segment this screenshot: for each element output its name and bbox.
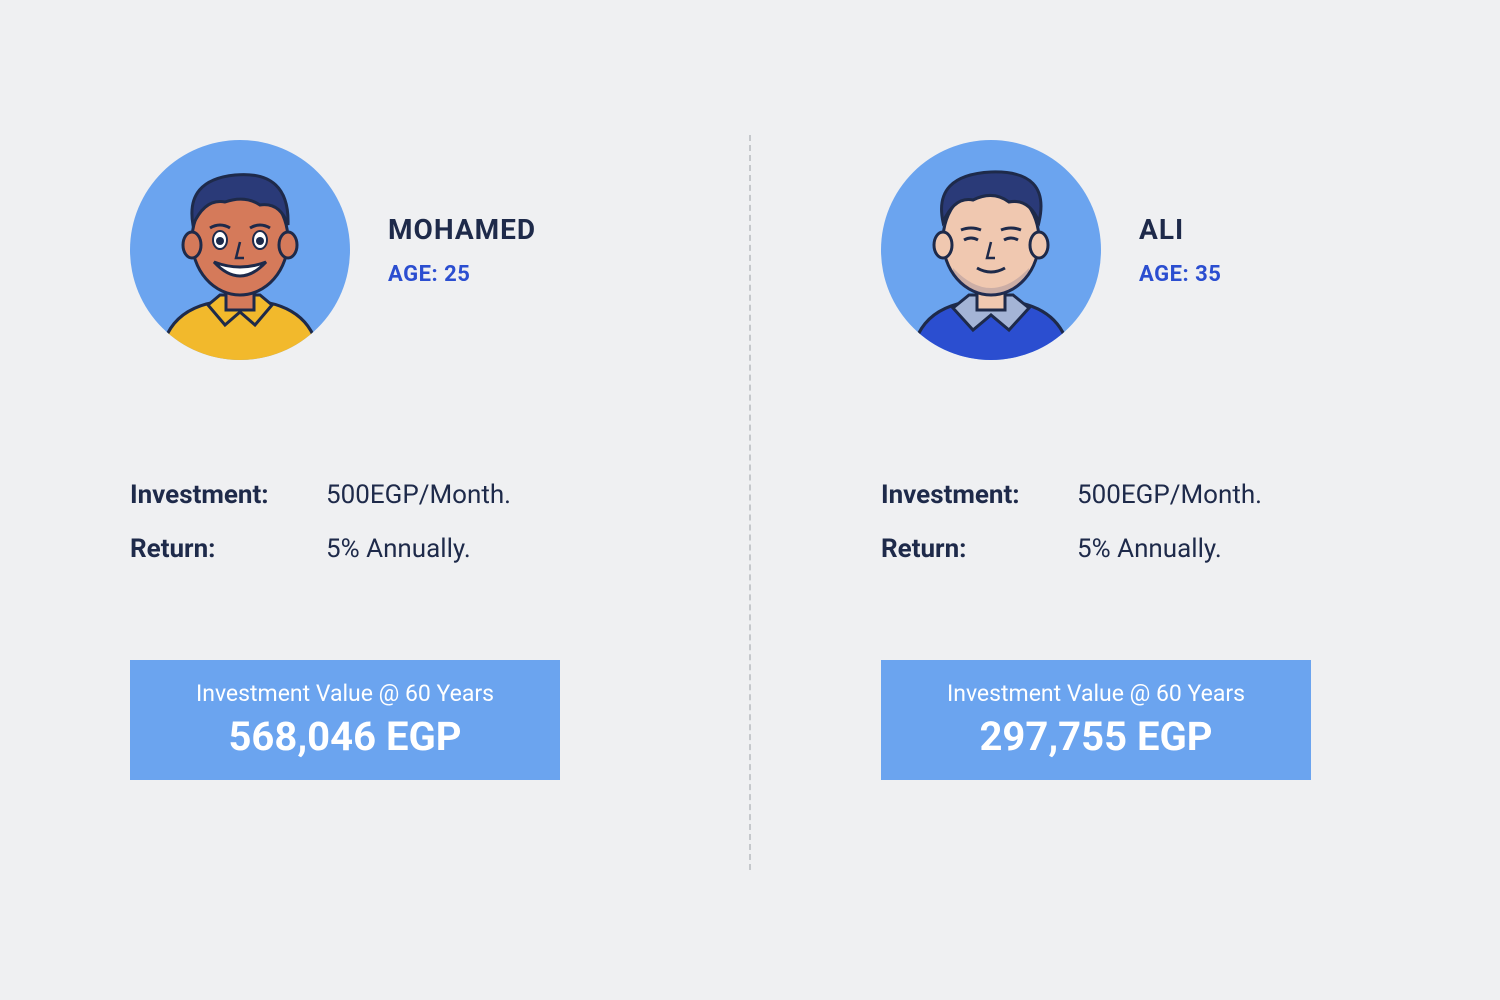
stats-block: Investment: 500EGP/Month. Return: 5% Ann… [130,480,511,588]
stat-row-return: Return: 5% Annually. [130,534,511,564]
avatar-mohamed [130,140,350,360]
person-age: AGE: 25 [388,262,536,287]
result-label: Investment Value @ 60 Years [196,680,494,707]
person-card-mohamed: MOHAMED AGE: 25 Investment: 500EGP/Month… [0,0,749,1000]
person-name: MOHAMED [388,213,536,246]
stat-label: Investment: [881,480,1077,510]
profile-text: MOHAMED AGE: 25 [388,213,536,287]
person-card-ali: ALI AGE: 35 Investment: 500EGP/Month. Re… [751,0,1500,1000]
stat-label: Investment: [130,480,326,510]
profile-block: MOHAMED AGE: 25 [130,140,536,360]
stat-row-return: Return: 5% Annually. [881,534,1262,564]
result-value: 568,046 EGP [228,713,461,760]
stat-row-investment: Investment: 500EGP/Month. [130,480,511,510]
stat-value: 500EGP/Month. [326,480,511,510]
stat-label: Return: [881,534,1077,564]
result-box: Investment Value @ 60 Years 297,755 EGP [881,660,1311,780]
infographic-container: MOHAMED AGE: 25 Investment: 500EGP/Month… [0,0,1500,1000]
stat-label: Return: [130,534,326,564]
person-name: ALI [1139,213,1221,246]
result-box: Investment Value @ 60 Years 568,046 EGP [130,660,560,780]
person-age: AGE: 35 [1139,262,1221,287]
stats-block: Investment: 500EGP/Month. Return: 5% Ann… [881,480,1262,588]
result-value: 297,755 EGP [979,713,1212,760]
stat-value: 5% Annually. [326,534,471,564]
stat-value: 5% Annually. [1077,534,1222,564]
stat-row-investment: Investment: 500EGP/Month. [881,480,1262,510]
profile-block: ALI AGE: 35 [881,140,1221,360]
result-label: Investment Value @ 60 Years [947,680,1245,707]
stat-value: 500EGP/Month. [1077,480,1262,510]
avatar-ali [881,140,1101,360]
profile-text: ALI AGE: 35 [1139,213,1221,287]
